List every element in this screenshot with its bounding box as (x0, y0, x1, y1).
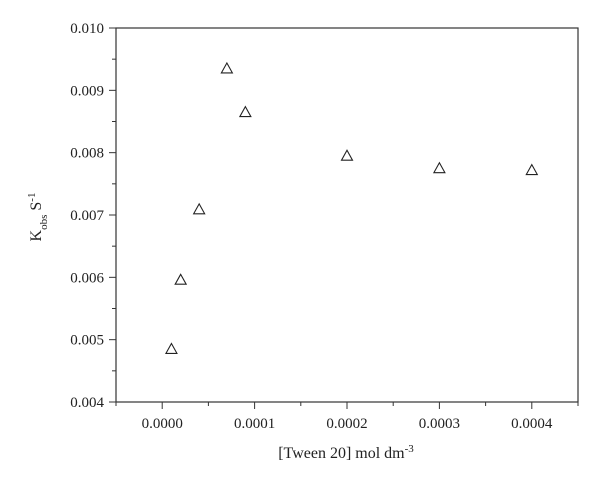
x-tick-label: 0.0002 (326, 416, 367, 432)
x-tick-label: 0.0000 (142, 416, 183, 432)
y-tick-label: 0.010 (70, 21, 104, 37)
y-tick-label: 0.004 (70, 395, 104, 411)
data-point (525, 163, 539, 176)
data-point (238, 105, 252, 118)
x-tick-label: 0.0001 (234, 416, 275, 432)
x-tick-label: 0.0004 (511, 416, 553, 432)
y-tick-label: 0.006 (70, 270, 104, 286)
data-point (220, 61, 234, 74)
y-tick-label: 0.005 (70, 333, 104, 349)
data-point (192, 202, 206, 215)
data-points (165, 61, 539, 354)
y-tick-label: 0.009 (70, 83, 104, 99)
y-axis-label: Kobs S-1 (26, 193, 50, 242)
data-point (165, 342, 178, 354)
data-point (174, 273, 188, 285)
x-axis-label: [Tween 20] mol dm-3 (278, 443, 414, 462)
data-point (340, 149, 354, 161)
y-tick-label: 0.008 (70, 146, 104, 162)
x-tick-label: 0.0003 (419, 416, 460, 432)
axes: 0.004 0.005 0.006 0.007 0.008 0.009 0.010 0.000… (70, 21, 579, 432)
data-point (432, 161, 446, 174)
plot-frame (115, 27, 579, 403)
y-tick-label: 0.007 (70, 208, 104, 224)
